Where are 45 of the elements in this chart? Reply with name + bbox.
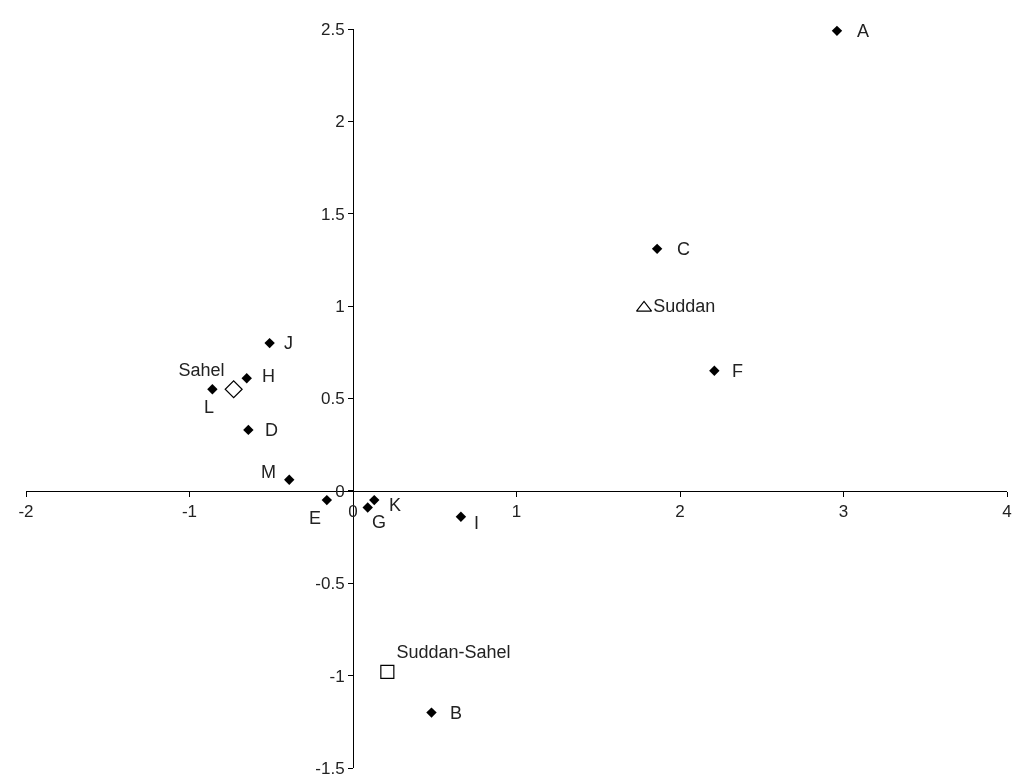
point — [380, 664, 395, 680]
x-tick-label: 2 — [675, 502, 685, 522]
annotation: B — [450, 703, 463, 723]
annotation: J — [284, 333, 293, 353]
point — [709, 365, 720, 376]
y-tick-label: -1.5 — [315, 758, 345, 778]
y-tick-label: 0.5 — [320, 389, 345, 409]
y-tick-label: -1 — [329, 666, 345, 686]
point — [369, 494, 380, 506]
point — [831, 25, 843, 37]
point — [651, 243, 663, 255]
annotation: D — [265, 420, 278, 440]
y-tick-label: -0.5 — [315, 574, 345, 594]
y-tick-label: 1 — [335, 297, 345, 317]
point — [224, 380, 243, 399]
point — [284, 474, 295, 485]
annotation: H — [262, 366, 275, 386]
point — [321, 494, 333, 506]
annotation: E — [309, 508, 322, 528]
point — [241, 372, 252, 384]
series-label: Suddan-Sahel — [396, 642, 511, 663]
annotation: K — [389, 495, 402, 515]
point — [243, 424, 254, 436]
annotation: M — [261, 462, 276, 482]
annotation: C — [677, 239, 690, 259]
series-label: Sahel — [178, 359, 225, 380]
annotation: L — [204, 397, 215, 417]
x-tick-label: 3 — [838, 502, 849, 522]
annotation: G — [372, 512, 387, 532]
annotation: F — [732, 361, 743, 381]
point — [455, 511, 467, 522]
annotation: A — [857, 21, 870, 41]
point — [264, 337, 275, 349]
point — [426, 707, 437, 718]
y-tick-label: 1.5 — [320, 204, 345, 224]
x-tick-label: 1 — [511, 502, 522, 522]
y-tick-label: 2.5 — [320, 19, 345, 39]
y-tick-label: 2 — [335, 112, 345, 132]
x-tick-label: -1 — [181, 502, 198, 522]
point — [207, 384, 218, 395]
annotation: I — [474, 513, 480, 533]
x-tick-label: 4 — [1002, 502, 1012, 522]
series-label: Suddan — [653, 296, 716, 317]
x-tick-label: -2 — [18, 502, 34, 522]
point — [362, 502, 373, 513]
